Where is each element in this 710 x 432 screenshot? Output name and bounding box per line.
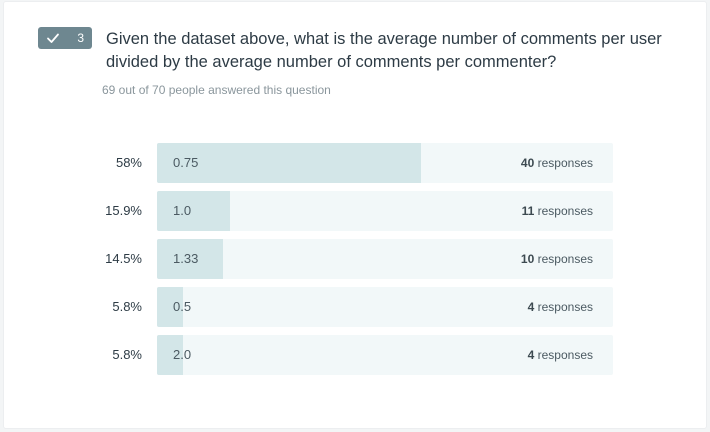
responses-word: responses: [537, 348, 593, 362]
answer-bar-track: 2.0 4 responses: [157, 335, 613, 375]
answer-bar-fill: [157, 239, 223, 279]
check-icon: [47, 33, 59, 43]
answer-label: 1.33: [173, 251, 199, 266]
answer-percent: 15.9%: [105, 203, 142, 218]
answer-percent: 5.8%: [112, 347, 142, 362]
response-count: 11: [521, 204, 535, 218]
answer-label: 0.75: [173, 155, 199, 170]
answer-row: 5.8% 2.0 4 responses: [4, 335, 708, 375]
answer-label: 0.5: [173, 299, 192, 314]
response-count: 10: [520, 252, 535, 266]
question-text: Given the dataset above, what is the ave…: [106, 30, 662, 71]
responses-word: responses: [537, 252, 593, 266]
responses-word: responses: [537, 300, 593, 314]
answer-bar-fill: [157, 335, 183, 375]
answer-row: 58% 0.75 40 responses: [4, 143, 708, 183]
question-number-badge: 3: [38, 27, 92, 49]
response-count: 4: [527, 300, 535, 314]
answer-percent: 5.8%: [112, 299, 142, 314]
answer-bar-track: 1.33 10 responses: [157, 239, 613, 279]
answer-responses: 4 responses: [528, 287, 593, 327]
answer-row: 5.8% 0.5 4 responses: [4, 287, 708, 327]
answer-bar-fill: [157, 191, 230, 231]
answer-bar-track: 0.5 4 responses: [157, 287, 613, 327]
answer-label: 2.0: [173, 347, 192, 362]
answer-responses: 10 responses: [521, 239, 593, 279]
answer-responses: 11 responses: [522, 191, 593, 231]
response-count: 4: [527, 348, 535, 362]
answer-percent: 58%: [115, 155, 142, 170]
answer-label: 1.0: [173, 203, 192, 218]
answer-row: 14.5% 1.33 10 responses: [4, 239, 708, 279]
question-card: 3 Given the dataset above, what is the a…: [3, 1, 707, 429]
answer-bar-fill: [157, 143, 421, 183]
answer-percent: 14.5%: [105, 251, 142, 266]
responses-word: responses: [537, 204, 593, 218]
response-count: 40: [520, 156, 535, 170]
answer-bar-track: 0.75 40 responses: [157, 143, 613, 183]
answer-bar-fill: [157, 287, 183, 327]
question-number: 3: [77, 31, 84, 45]
answer-bar-track: 1.0 11 responses: [157, 191, 613, 231]
answer-responses: 4 responses: [528, 335, 593, 375]
answer-responses: 40 responses: [521, 143, 593, 183]
answer-row: 15.9% 1.0 11 responses: [4, 191, 708, 231]
answered-count: 69 out of 70 people answered this questi…: [102, 83, 331, 97]
responses-word: responses: [537, 156, 593, 170]
